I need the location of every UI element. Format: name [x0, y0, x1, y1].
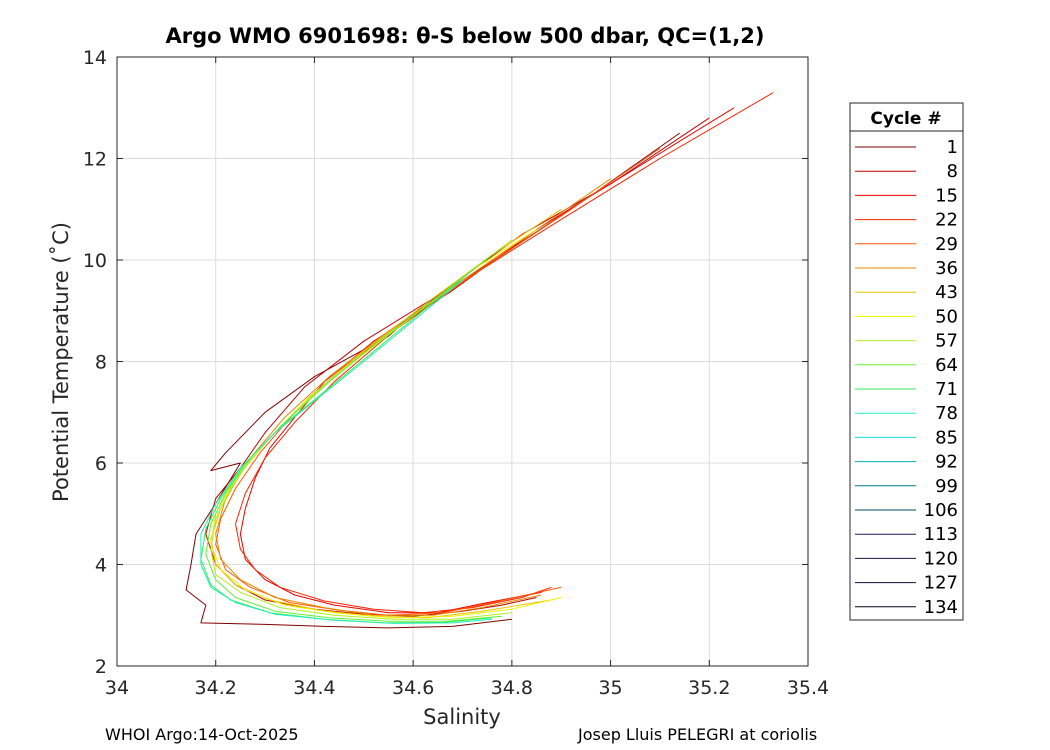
x-tick-label: 35 — [598, 677, 622, 699]
series-line-cycle-15 — [239, 107, 735, 614]
series-line-cycle-64 — [205, 254, 503, 622]
x-tick-label: 34.6 — [392, 677, 434, 699]
legend-label: 120 — [924, 548, 958, 569]
legend-label: 8 — [947, 161, 958, 182]
series-line-cycle-8 — [205, 117, 710, 617]
series-line-cycle-43 — [210, 208, 562, 619]
y-tick-label: 10 — [83, 250, 107, 272]
chart-title: Argo WMO 6901698: θ-S below 500 dbar, QC… — [165, 24, 765, 48]
axis-ticks — [116, 56, 809, 667]
y-tick-label: 8 — [95, 352, 107, 374]
footer-right: Josep Lluis PELEGRI at coriolis — [578, 725, 818, 744]
legend-label: 106 — [924, 500, 958, 521]
y-axis-label: Potential Temperature (˚C) — [49, 222, 73, 502]
y-tick-label: 12 — [83, 149, 107, 171]
legend-label: 92 — [935, 452, 958, 473]
x-axis-label: Salinity — [423, 705, 501, 729]
legend-label: 99 — [935, 476, 958, 497]
legend-label: 127 — [924, 573, 958, 594]
y-tick-label: 6 — [95, 453, 107, 475]
legend-label: 78 — [935, 403, 958, 424]
x-tick-label: 34.4 — [293, 677, 335, 699]
series-line-cycle-78 — [200, 279, 493, 624]
legend-label: 64 — [935, 355, 958, 376]
legend-title: Cycle # — [870, 109, 941, 129]
footer-left: WHOI Argo:14-Oct-2025 — [105, 725, 299, 744]
legend-label: 134 — [924, 597, 958, 618]
grid-lines — [117, 57, 808, 666]
x-tick-label: 34.8 — [491, 677, 533, 699]
legend-label: 22 — [935, 210, 958, 231]
data-series — [185, 92, 774, 629]
legend-label: 50 — [935, 306, 958, 327]
legend-entries: 1 8 15 22 29 36 43 50 57 64 71 78 85 92 99 106 113 120 127… — [855, 137, 958, 618]
x-tick-label: 34 — [105, 677, 129, 699]
legend-label: 36 — [935, 258, 958, 279]
legend-label: 113 — [924, 524, 958, 545]
legend-label: 85 — [935, 427, 958, 448]
legend-label: 43 — [935, 282, 958, 303]
x-tick-label: 35.2 — [688, 677, 730, 699]
legend-label: 71 — [935, 379, 958, 400]
y-tick-label: 14 — [83, 47, 107, 69]
legend: Cycle # 18152229364350576471788592991061… — [849, 102, 964, 621]
x-tick-labels: 34 34.2 34.4 34.6 34.8 35 35.2 35.4 — [105, 677, 829, 699]
legend-label: 1 — [947, 137, 958, 158]
y-tick-label: 4 — [95, 555, 107, 577]
x-tick-label: 35.4 — [787, 677, 829, 699]
legend-label: 29 — [935, 234, 958, 255]
legend-label: 15 — [935, 185, 958, 206]
x-tick-label: 34.2 — [195, 677, 237, 699]
series-line-cycle-36 — [215, 178, 611, 616]
legend-label: 57 — [935, 331, 958, 352]
y-tick-labels: 2 4 6 8 10 12 14 — [83, 47, 107, 678]
y-tick-label: 2 — [95, 656, 107, 678]
